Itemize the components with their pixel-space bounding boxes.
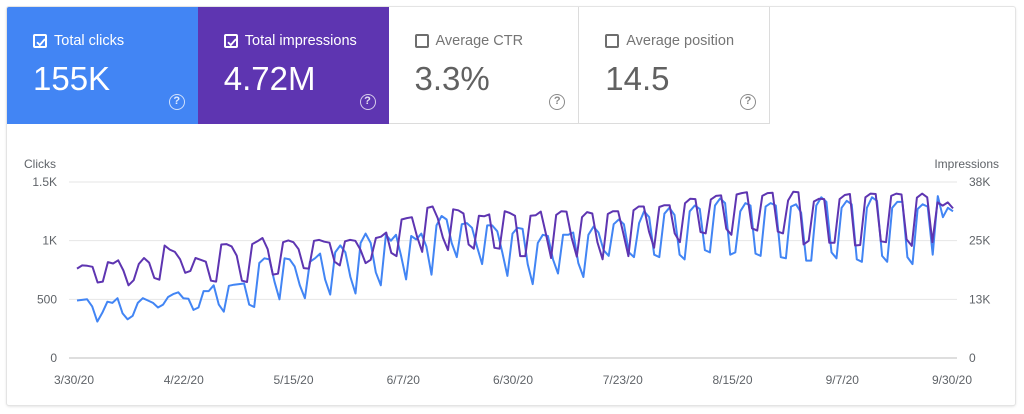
left-tick-label: 0	[50, 351, 57, 365]
x-tick-label: 8/15/20	[712, 373, 752, 387]
average-position-value: 14.5	[605, 60, 670, 97]
x-tick-label: 7/23/20	[603, 373, 643, 387]
help-icon[interactable]: ?	[740, 94, 756, 110]
total-clicks-value: 155K	[33, 60, 111, 97]
x-tick-label: 3/30/20	[54, 373, 94, 387]
right-tick-label: 13K	[969, 292, 990, 306]
performance-chart: Clicks Impressions 0 0 500 13K 1K 25K 1.5K 38K 3/3…	[24, 157, 999, 387]
impressions-series-line	[76, 190, 954, 287]
left-tick-label: 1.5K	[32, 175, 57, 189]
total-impressions-checkbox[interactable]	[223, 34, 238, 48]
help-icon[interactable]: ?	[359, 94, 376, 110]
average-ctr-value: 3.3%	[414, 60, 490, 97]
x-tick-label: 9/30/20	[932, 373, 972, 387]
average-position-checkbox[interactable]	[605, 34, 620, 48]
average-position-card[interactable]: Average position 14.5 ?	[579, 7, 770, 124]
clicks-series-line	[76, 195, 954, 323]
x-tick-label: 6/7/20	[387, 373, 421, 387]
right-tick-label: 0	[969, 351, 976, 365]
performance-panel: Total clicks 155K ? Total impressions 4.…	[7, 7, 1015, 405]
average-position-label: Average position	[626, 33, 735, 49]
total-impressions-value: 4.72M	[223, 60, 316, 97]
average-ctr-checkbox[interactable]	[414, 34, 429, 48]
check-icon	[36, 38, 46, 47]
right-tick-label: 38K	[969, 175, 990, 189]
right-axis-title: Impressions	[934, 157, 999, 171]
total-impressions-label: Total impressions	[244, 33, 357, 49]
check-icon	[227, 38, 237, 47]
right-tick-label: 25K	[969, 234, 990, 248]
x-tick-label: 9/7/20	[826, 373, 860, 387]
total-clicks-card[interactable]: Total clicks 155K ?	[7, 7, 198, 124]
x-tick-label: 5/15/20	[273, 373, 313, 387]
average-ctr-label: Average CTR	[435, 33, 524, 49]
x-tick-label: 6/30/20	[493, 373, 533, 387]
total-clicks-checkbox[interactable]	[33, 34, 47, 48]
left-axis-title: Clicks	[24, 157, 56, 171]
x-tick-label: 4/22/20	[164, 373, 204, 387]
total-clicks-label: Total clicks	[54, 33, 125, 49]
help-icon[interactable]: ?	[549, 94, 566, 110]
left-tick-label: 500	[37, 292, 57, 306]
left-tick-label: 1K	[42, 234, 57, 248]
average-ctr-card[interactable]: Average CTR 3.3% ?	[388, 7, 580, 124]
metric-cards: Total clicks 155K ? Total impressions 4.…	[7, 7, 770, 124]
total-impressions-card[interactable]: Total impressions 4.72M ?	[197, 7, 389, 124]
help-icon[interactable]: ?	[168, 94, 185, 110]
